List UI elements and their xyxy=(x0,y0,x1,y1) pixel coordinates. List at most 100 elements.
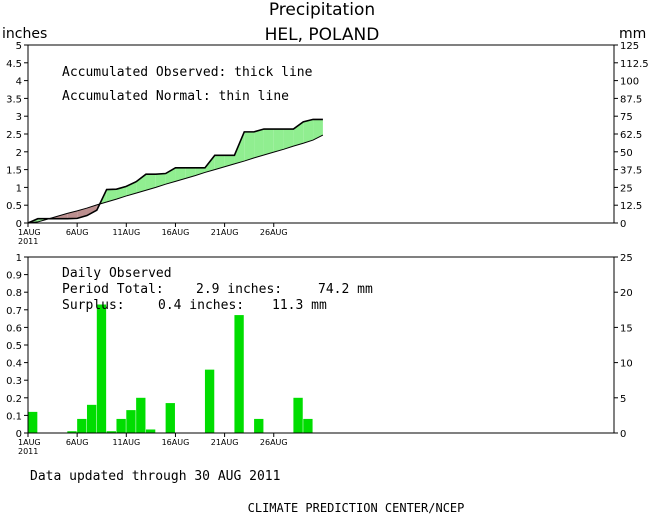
surplus-area xyxy=(303,119,314,144)
surplus-area xyxy=(145,174,156,191)
daily-xtick-label: 6AUG xyxy=(66,438,89,447)
daily-ytick-label: 0.7 xyxy=(6,306,22,317)
daily-bar xyxy=(67,431,77,433)
accumulated-ytick-right-label: 50 xyxy=(620,148,633,159)
daily-xtick-label: 26AUG xyxy=(260,438,288,447)
daily-ytick-right-label: 5 xyxy=(620,394,626,405)
accumulated-xtick-label: 11AUG xyxy=(112,228,140,237)
surplus-area xyxy=(244,131,255,162)
daily-bar xyxy=(106,431,116,433)
accumulated-ytick-label: 1.5 xyxy=(6,166,22,177)
surplus-area xyxy=(106,189,117,202)
daily-xtick-year: 2011 xyxy=(18,447,38,456)
accumulated-ytick-label: 0 xyxy=(16,219,22,230)
daily-panel: 00.10.20.30.40.50.60.70.80.910510152025 … xyxy=(6,253,633,456)
daily-bars-layer xyxy=(28,304,313,433)
daily-ytick-right-label: 15 xyxy=(620,323,633,334)
daily-bar xyxy=(28,411,38,433)
surplus-mm: 11.3 mm xyxy=(272,298,327,313)
daily-bar xyxy=(96,304,107,433)
daily-bar xyxy=(204,369,215,433)
daily-xtick-label: 1AUG xyxy=(18,438,41,447)
surplus-area xyxy=(136,174,146,194)
normal-line xyxy=(27,134,324,224)
left-unit-label: inches xyxy=(2,26,47,42)
accumulated-ytick-label: 0.5 xyxy=(6,201,22,212)
credit-note: CLIMATE PREDICTION CENTER/NCEP xyxy=(248,501,465,515)
surplus-area xyxy=(116,186,127,200)
daily-ytick-label: 0.8 xyxy=(6,288,22,299)
accumulated-ytick-right-label: 62.5 xyxy=(620,130,642,141)
daily-ytick-label: 0.6 xyxy=(6,323,22,334)
period-total-label: Period Total: xyxy=(62,282,164,297)
accumulated-ytick-right-label: 87.5 xyxy=(620,94,642,105)
daily-bar xyxy=(116,418,126,433)
daily-ytick-right-label: 20 xyxy=(620,288,633,299)
daily-xtick-label: 21AUG xyxy=(211,438,239,447)
accumulated-ytick-right-label: 125 xyxy=(620,41,639,52)
accumulated-xtick-year: 2011 xyxy=(18,237,38,246)
surplus-area xyxy=(263,129,274,156)
daily-bar xyxy=(136,397,146,433)
accumulated-ytick-label: 4.5 xyxy=(6,59,22,70)
daily-bar xyxy=(86,404,97,433)
accumulated-ytick-right-label: 100 xyxy=(620,77,639,88)
legend-normal: Accumulated Normal: thin line xyxy=(62,89,289,104)
daily-bar xyxy=(126,410,136,433)
accumulated-ytick-label: 4 xyxy=(16,77,22,88)
daily-ytick-label: 0.4 xyxy=(6,359,22,370)
daily-ytick-label: 0.5 xyxy=(6,341,22,352)
accumulated-ytick-right-label: 112.5 xyxy=(620,59,649,70)
accumulated-ytick-right-label: 25 xyxy=(620,183,633,194)
surplus-area xyxy=(165,167,176,185)
period-total-mm: 74.2 mm xyxy=(318,282,373,297)
daily-bar xyxy=(234,315,244,433)
accumulated-y-ticks: 00.511.522.533.544.55012.52537.55062.575… xyxy=(6,41,649,230)
updated-note: Data updated through 30 AUG 2011 xyxy=(30,469,280,484)
daily-bar xyxy=(165,403,175,433)
daily-ytick-label: 0.1 xyxy=(6,411,22,422)
daily-bar xyxy=(293,397,303,433)
surplus-area xyxy=(185,167,196,179)
daily-ytick-label: 1 xyxy=(16,253,22,264)
surplus-area xyxy=(254,129,264,158)
accumulated-xtick-label: 21AUG xyxy=(211,228,239,237)
daily-bar xyxy=(77,418,87,433)
accumulated-xtick-label: 16AUG xyxy=(162,228,190,237)
chart-location: HEL, POLAND xyxy=(265,25,380,45)
accumulated-xtick-label: 6AUG xyxy=(66,228,89,237)
daily-xtick-label: 16AUG xyxy=(162,438,190,447)
accumulated-ytick-label: 1 xyxy=(16,183,22,194)
observed-line xyxy=(27,118,323,224)
daily-ytick-right-label: 10 xyxy=(620,359,633,370)
surplus-area xyxy=(313,119,323,141)
daily-bar xyxy=(303,418,313,433)
right-unit-label: mm xyxy=(619,26,646,42)
surplus-inches: 0.4 inches: xyxy=(158,298,244,313)
surplus-area xyxy=(214,155,225,170)
accumulated-ytick-label: 2.5 xyxy=(6,130,22,141)
chart-title: Precipitation xyxy=(269,0,375,20)
surplus-area xyxy=(155,173,166,188)
daily-bar xyxy=(254,418,264,433)
accumulated-lines-layer xyxy=(27,118,324,224)
daily-ytick-right-label: 25 xyxy=(620,253,633,264)
legend-observed: Accumulated Observed: thick line xyxy=(62,65,313,80)
accumulated-ytick-right-label: 37.5 xyxy=(620,166,642,177)
surplus-area xyxy=(224,155,235,167)
surplus-area xyxy=(175,167,186,182)
daily-bar xyxy=(145,429,156,433)
accumulated-ytick-label: 2 xyxy=(16,148,22,159)
accumulated-panel: 00.511.522.533.544.55012.52537.55062.575… xyxy=(2,26,649,246)
surplus-area xyxy=(283,129,294,150)
accumulated-ytick-label: 3 xyxy=(16,112,22,123)
daily-ytick-right-label: 0 xyxy=(620,429,626,440)
accumulated-fill-layer xyxy=(28,119,323,223)
daily-ytick-label: 0.9 xyxy=(6,271,22,282)
accumulated-x-ticks: 1AUG 6AUG 11AUG 16AUG 21AUG 26AUG 2011 xyxy=(18,223,288,246)
daily-ytick-label: 0.2 xyxy=(6,394,22,405)
accumulated-ytick-right-label: 75 xyxy=(620,112,633,123)
daily-xtick-label: 11AUG xyxy=(112,438,140,447)
